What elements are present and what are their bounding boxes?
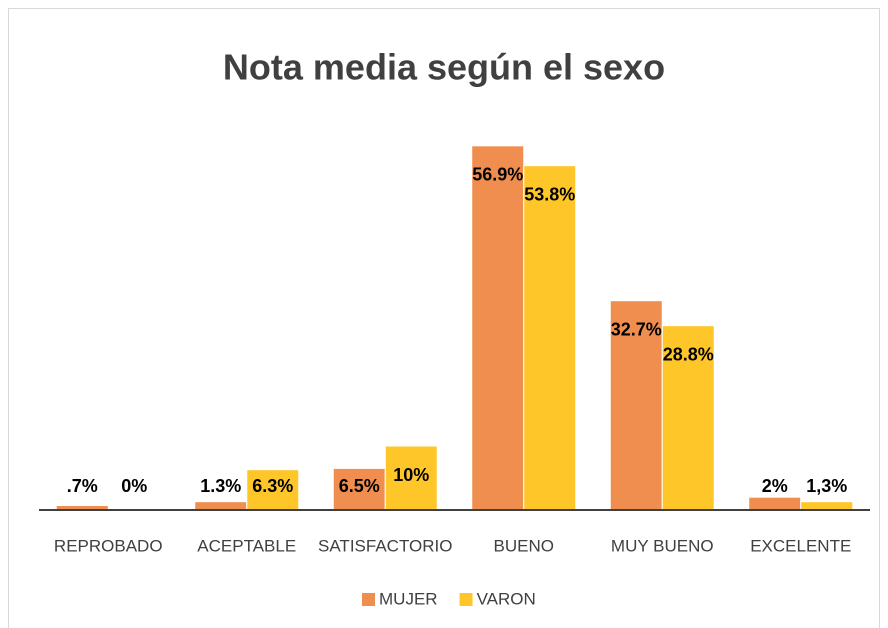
chart-title: Nota media según el sexo xyxy=(223,47,665,88)
data-label: 6.3% xyxy=(252,476,293,496)
bar xyxy=(800,501,854,511)
x-tick-label: ACEPTABLE xyxy=(197,536,296,555)
x-tick-label: BUENO xyxy=(494,536,554,555)
chart-frame xyxy=(8,8,880,628)
data-label: 32.7% xyxy=(611,319,662,339)
data-label: .7% xyxy=(67,476,98,496)
x-tick-label: EXCELENTE xyxy=(750,536,851,555)
data-label: 1,3% xyxy=(806,476,847,496)
data-label: 1.3% xyxy=(200,476,241,496)
data-label: 10% xyxy=(393,465,429,485)
data-label: 0% xyxy=(121,476,147,496)
legend-label: MUJER xyxy=(379,589,438,608)
legend-swatch xyxy=(362,593,375,606)
data-label: 2% xyxy=(762,476,788,496)
bar xyxy=(523,165,577,511)
x-tick-label: SATISFACTORIO xyxy=(318,536,452,555)
bar xyxy=(384,445,438,511)
data-label: 53.8% xyxy=(524,184,575,204)
x-tick-label: REPROBADO xyxy=(54,536,163,555)
bar xyxy=(748,496,802,511)
legend-swatch xyxy=(459,593,473,606)
legend-label: VARON xyxy=(477,589,536,608)
bar xyxy=(661,325,715,511)
bar xyxy=(194,501,248,511)
data-label: 28.8% xyxy=(663,344,714,364)
x-tick-label: MUY BUENO xyxy=(611,536,714,555)
bar xyxy=(471,145,525,511)
bar xyxy=(246,469,300,511)
data-label: 56.9% xyxy=(472,165,523,185)
data-label: 6.5% xyxy=(339,476,380,496)
